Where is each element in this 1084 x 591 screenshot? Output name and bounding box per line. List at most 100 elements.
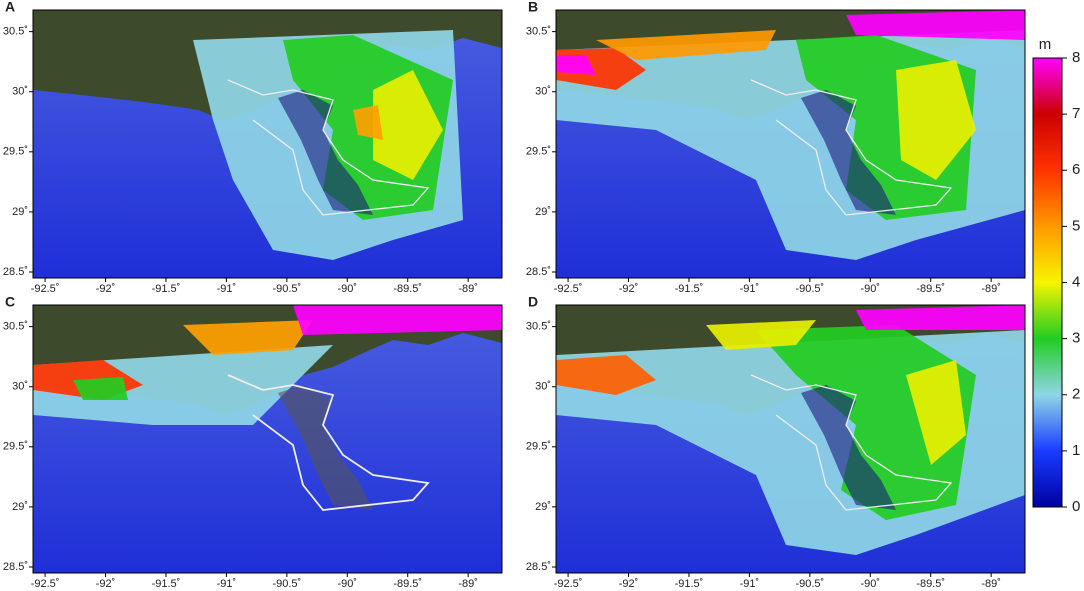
- delta-land: [801, 385, 896, 510]
- colorbar-unit: m: [1039, 36, 1052, 53]
- lat-tick-label: 29.5˚: [3, 146, 28, 158]
- lon-tick-label: -92.5˚: [554, 578, 583, 590]
- delta-land: [801, 90, 896, 215]
- lon-tick-label: -90.5˚: [272, 283, 301, 295]
- surge-area: [183, 320, 313, 355]
- lat-tick-label: 29˚: [12, 501, 28, 513]
- lat-tick-label: 30˚: [535, 86, 551, 98]
- colorbar-tick-label: 8: [1072, 49, 1080, 66]
- lon-tick-label: -90.5˚: [272, 578, 301, 590]
- lon-tick-label: -91˚: [217, 283, 237, 295]
- lat-tick-label: 29˚: [12, 206, 28, 218]
- levee-line: [227, 374, 430, 511]
- map-panel: A -92.5˚ -92˚ -91.5˚ -91˚ -90.5˚ -90˚ -89.5˚ -89…: [3, 0, 503, 295]
- colorbar-tick-label: 4: [1072, 273, 1080, 290]
- levee-line: [750, 374, 953, 511]
- lat-tick-label: 30.5˚: [526, 321, 551, 333]
- lon-tick-label: -91.5˚: [152, 578, 181, 590]
- surge-area: [373, 70, 443, 180]
- panel-label: D: [528, 294, 538, 310]
- surge-area: [906, 360, 966, 465]
- surge-area: [556, 355, 656, 395]
- colorbar-tick-label: 2: [1072, 386, 1080, 403]
- lat-tick-label: 29.5˚: [526, 441, 551, 453]
- lat-tick-label: 28.5˚: [526, 561, 551, 573]
- map-content: [556, 10, 1025, 278]
- panel-label: C: [5, 294, 15, 310]
- colorbar: [1032, 57, 1063, 508]
- map-frame: [32, 304, 503, 574]
- lon-tick-label: -89˚: [981, 578, 1001, 590]
- map-content: [33, 10, 502, 278]
- surge-area: [353, 105, 383, 140]
- levee-line: [750, 79, 953, 216]
- lon-tick-label: -90˚: [337, 283, 357, 295]
- lat-tick-label: 29.5˚: [3, 441, 28, 453]
- lat-tick-label: 28.5˚: [526, 266, 551, 278]
- lat-tick-label: 29.5˚: [526, 146, 551, 158]
- surge-area: [73, 377, 128, 400]
- lon-tick-label: -92.5˚: [554, 283, 583, 295]
- lon-tick-label: -90.5˚: [795, 578, 824, 590]
- lon-tick-label: -89.5˚: [393, 578, 422, 590]
- lon-tick-label: -89.5˚: [393, 283, 422, 295]
- lon-tick-label: -89.5˚: [916, 578, 945, 590]
- lon-tick-label: -89˚: [981, 283, 1001, 295]
- lon-tick-label: -92˚: [619, 283, 639, 295]
- surge-area: [706, 320, 816, 350]
- colorbar-tick-label: 0: [1072, 498, 1080, 515]
- lat-tick-label: 30.5˚: [3, 26, 28, 38]
- colorbar-tick-label: 3: [1072, 330, 1080, 347]
- surge-area: [896, 60, 976, 180]
- surge-area: [846, 10, 1025, 40]
- lon-tick-label: -91˚: [217, 578, 237, 590]
- lon-tick-label: -91˚: [740, 283, 760, 295]
- lat-tick-label: 30.5˚: [526, 26, 551, 38]
- levee-line: [227, 79, 430, 216]
- lon-tick-label: -91˚: [740, 578, 760, 590]
- lon-tick-label: -91.5˚: [152, 283, 181, 295]
- map-frame: [32, 9, 503, 279]
- surge-area: [596, 30, 776, 60]
- map-frame: [555, 304, 1026, 574]
- lat-tick-label: 28.5˚: [3, 561, 28, 573]
- lon-tick-label: -90˚: [860, 578, 880, 590]
- lon-tick-label: -90.5˚: [795, 283, 824, 295]
- colorbar-tick-label: 1: [1072, 442, 1080, 459]
- map-content: [556, 305, 1025, 573]
- lat-tick-label: 29˚: [535, 501, 551, 513]
- lon-tick-label: -92˚: [96, 578, 116, 590]
- lon-tick-label: -89˚: [458, 283, 478, 295]
- lon-tick-label: -89˚: [458, 578, 478, 590]
- lat-tick-label: 29˚: [535, 206, 551, 218]
- panel-label: A: [5, 0, 15, 15]
- lon-tick-label: -91.5˚: [675, 283, 704, 295]
- map-panel: C -92.5˚ -92˚ -91.5˚ -91˚ -90.5˚ -90˚ -89.5˚ -89…: [3, 294, 503, 590]
- panel-label: B: [528, 0, 538, 15]
- lon-tick-label: -92˚: [619, 578, 639, 590]
- lat-tick-label: 30˚: [12, 86, 28, 98]
- lat-tick-label: 28.5˚: [3, 266, 28, 278]
- delta-land: [278, 90, 373, 215]
- map-content: [33, 305, 502, 573]
- colorbar-tick-label: 7: [1072, 105, 1080, 122]
- surge-area: [293, 305, 502, 335]
- lon-tick-label: -92.5˚: [31, 578, 60, 590]
- map-frame: [555, 9, 1026, 279]
- lat-tick-label: 30.5˚: [3, 321, 28, 333]
- lon-tick-label: -92.5˚: [31, 283, 60, 295]
- lat-tick-label: 30˚: [535, 381, 551, 393]
- lat-tick-label: 30˚: [12, 381, 28, 393]
- colorbar-tick-label: 5: [1072, 217, 1080, 234]
- lon-tick-label: -89.5˚: [916, 283, 945, 295]
- surge-area: [556, 55, 596, 75]
- surge-area: [856, 305, 1025, 330]
- map-panel: D -92.5˚ -92˚ -91.5˚ -91˚ -90.5˚ -90˚ -89.5˚ -89…: [526, 294, 1026, 590]
- lon-tick-label: -90˚: [860, 283, 880, 295]
- delta-land: [278, 385, 373, 510]
- colorbar-tick-label: 6: [1072, 161, 1080, 178]
- map-panel: B -92.5˚ -92˚ -91.5˚ -91˚ -90.5˚ -90˚ -89.5˚ -89…: [526, 0, 1026, 295]
- lon-tick-label: -92˚: [96, 283, 116, 295]
- lon-tick-label: -90˚: [337, 578, 357, 590]
